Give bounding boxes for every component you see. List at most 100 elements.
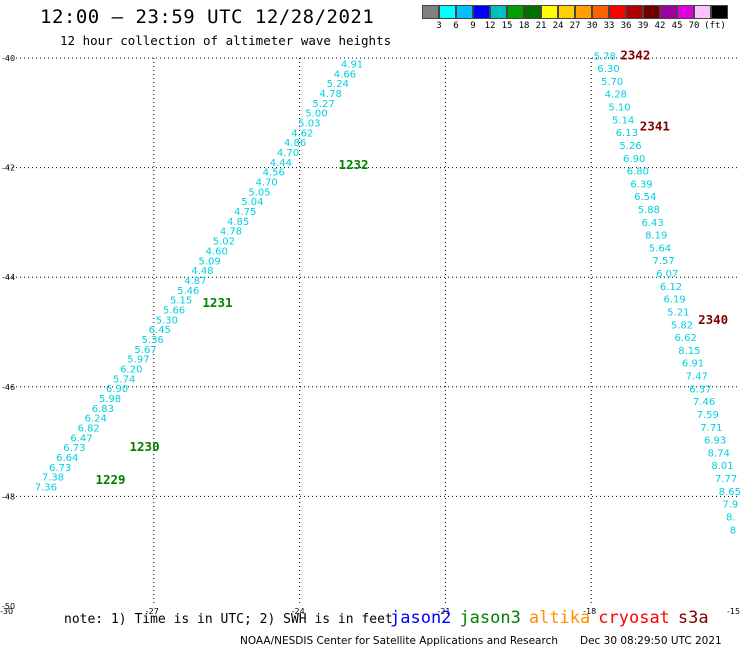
wave-height-value: 5.67 bbox=[134, 345, 156, 356]
wave-height-value: 4.70 bbox=[277, 148, 299, 159]
x-tick-label: -27 bbox=[146, 607, 159, 616]
wave-height-value: 5.66 bbox=[163, 305, 185, 316]
legend-swatch bbox=[711, 5, 728, 19]
wave-height-value: 5.27 bbox=[312, 99, 334, 110]
wave-height-value: 6.90 bbox=[623, 154, 645, 165]
legend-swatch bbox=[643, 5, 660, 19]
wave-height-value: 4.91 bbox=[341, 59, 363, 70]
wave-height-value: 4.78 bbox=[220, 227, 242, 238]
wave-height-value: 4.75 bbox=[234, 207, 256, 218]
y-tick-label: -46 bbox=[2, 383, 15, 392]
wave-height-value: 5.30 bbox=[156, 315, 178, 326]
wave-height-value: 4.60 bbox=[206, 246, 228, 257]
wave-height-value: 5.78 bbox=[594, 51, 616, 62]
wave-height-value: 6.37 bbox=[689, 384, 711, 395]
legend-swatch bbox=[541, 5, 558, 19]
wave-height-value: 8 bbox=[730, 525, 736, 536]
satellite-jason3: jason3 bbox=[459, 608, 521, 628]
wave-height-value: 4.70 bbox=[255, 178, 277, 189]
wave-height-value: 5.98 bbox=[99, 394, 121, 405]
wave-height-value: 7.9 bbox=[722, 500, 738, 511]
legend-label: 27 bbox=[569, 21, 581, 31]
wave-height-value: 5.64 bbox=[649, 243, 671, 254]
legend-swatch bbox=[422, 5, 439, 19]
wave-height-value: 4.56 bbox=[263, 168, 285, 179]
wave-height-value: 4.66 bbox=[334, 69, 356, 80]
y-tick-label: -42 bbox=[2, 164, 15, 173]
legend-label: (ft) bbox=[704, 21, 726, 31]
x-tick-label: -21 bbox=[437, 607, 450, 616]
wave-height-value: 6.20 bbox=[120, 364, 142, 375]
color-legend: 3 6 9 12 15 18 21 24 27 30 33 36 39 42 45 70 (ft) bbox=[422, 5, 740, 33]
satellite-altika: altika bbox=[528, 608, 591, 628]
legend-label: 42 bbox=[654, 21, 666, 31]
wave-height-value: 8.74 bbox=[708, 448, 730, 459]
wave-height-value: 7.71 bbox=[700, 423, 722, 434]
pass-time-label: 1230 bbox=[130, 439, 160, 454]
legend-label: 33 bbox=[603, 21, 615, 31]
wave-height-value: 6.93 bbox=[704, 436, 726, 447]
legend-swatch bbox=[558, 5, 575, 19]
legend-swatches bbox=[422, 5, 740, 19]
x-tick-label: -24 bbox=[292, 607, 305, 616]
page-subtitle: 12 hour collection of altimeter wave hei… bbox=[60, 33, 392, 48]
footer-note: note: 1) Time is in UTC; 2) SWH is in fe… bbox=[64, 612, 393, 627]
wave-height-value: 5.36 bbox=[142, 335, 164, 346]
legend-label: 3 bbox=[436, 21, 442, 31]
legend-swatch bbox=[507, 5, 524, 19]
satellite-legend: jason2 jason3 altika cryosat s3a bbox=[390, 608, 717, 628]
wave-height-value: 4.44 bbox=[270, 158, 292, 169]
wave-height-value: 7.77 bbox=[715, 474, 737, 485]
legend-label: 12 bbox=[484, 21, 496, 31]
wave-height-value: 5.10 bbox=[608, 103, 630, 114]
y-tick-label: -48 bbox=[2, 492, 15, 501]
wave-height-value: 6.19 bbox=[664, 295, 686, 306]
wave-height-value: 6.13 bbox=[616, 128, 638, 139]
pass-time-label: 2342 bbox=[620, 47, 650, 62]
wave-height-value: 6.43 bbox=[641, 218, 663, 229]
satellite-s3a: s3a bbox=[677, 608, 709, 628]
wave-height-value: 5.14 bbox=[612, 115, 634, 126]
pass-time-label: 1232 bbox=[338, 157, 368, 172]
pass-time-label: 2340 bbox=[698, 312, 728, 327]
legend-swatch bbox=[677, 5, 694, 19]
legend-label: 70 bbox=[688, 21, 700, 31]
wave-height-value: 5.97 bbox=[127, 355, 149, 366]
wave-height-value: 4.86 bbox=[284, 138, 306, 149]
legend-swatch bbox=[592, 5, 609, 19]
wave-height-value: 6.07 bbox=[656, 269, 678, 280]
wave-height-value: 6.47 bbox=[70, 433, 92, 444]
wave-height-value: 8.15 bbox=[678, 346, 700, 357]
wave-height-value: 4.78 bbox=[320, 89, 342, 100]
satellite-jason2: jason2 bbox=[390, 608, 452, 628]
legend-swatch bbox=[456, 5, 473, 19]
wave-height-value: 6.12 bbox=[660, 282, 682, 293]
wave-height-value: 7.46 bbox=[693, 397, 715, 408]
legend-swatch bbox=[609, 5, 626, 19]
wave-height-value: 6.39 bbox=[630, 179, 652, 190]
wave-height-value: 7.47 bbox=[686, 372, 708, 383]
legend-label: 39 bbox=[637, 21, 649, 31]
wave-height-value: 5.03 bbox=[298, 119, 320, 130]
wave-height-value: 5.02 bbox=[213, 237, 235, 248]
wave-height-value: 4.28 bbox=[605, 90, 627, 101]
wave-height-value: 6.24 bbox=[85, 414, 107, 425]
wave-height-value: 6.90 bbox=[106, 384, 128, 395]
wave-height-value: 4.87 bbox=[184, 276, 206, 287]
wave-height-value: 5.24 bbox=[327, 79, 349, 90]
wave-height-value: 6.80 bbox=[627, 167, 649, 178]
wave-height-value: 5.88 bbox=[638, 205, 660, 216]
wave-height-value: 6.54 bbox=[634, 192, 656, 203]
wave-height-value: 5.70 bbox=[601, 77, 623, 88]
legend-swatch bbox=[575, 5, 592, 19]
legend-label: 45 bbox=[671, 21, 683, 31]
y-tick-label: -50 bbox=[2, 602, 15, 611]
wave-height-value: 8. bbox=[726, 512, 736, 523]
wave-height-value: 6.73 bbox=[63, 443, 85, 454]
legend-label: 18 bbox=[518, 21, 530, 31]
wave-height-value: 8.65 bbox=[719, 487, 740, 498]
pass-time-label: 1229 bbox=[95, 472, 125, 487]
wave-height-value: 6.83 bbox=[92, 404, 114, 415]
legend-swatch bbox=[694, 5, 711, 19]
y-tick-label: -44 bbox=[2, 273, 15, 282]
